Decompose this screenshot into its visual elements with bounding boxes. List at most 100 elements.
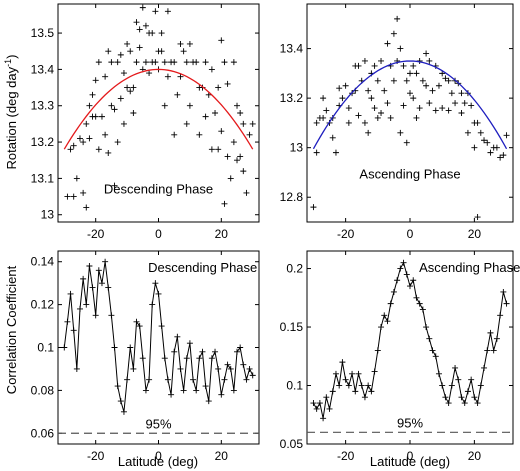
y-tick-label: 13.5 — [31, 26, 55, 40]
data-point — [111, 106, 118, 113]
data-point — [215, 365, 222, 372]
data-point — [130, 110, 137, 116]
x-tick-label: 20 — [468, 227, 482, 241]
data-point — [452, 100, 459, 107]
data-point — [102, 131, 109, 138]
data-point — [365, 129, 372, 136]
data-point — [208, 146, 215, 153]
y-tick-label: 13.2 — [31, 135, 55, 149]
data-point — [89, 91, 96, 98]
data-point — [234, 157, 241, 164]
data-point — [342, 376, 349, 383]
data-point — [158, 48, 165, 55]
y-tick-label: 0.14 — [31, 255, 55, 269]
data-point — [234, 102, 241, 109]
data-point — [400, 259, 407, 266]
data-point — [249, 372, 256, 379]
y-tick-label: 12.8 — [280, 190, 304, 204]
data-point — [368, 388, 375, 395]
data-point — [243, 376, 250, 383]
data-point — [164, 376, 171, 383]
data-point — [171, 348, 178, 355]
data-point — [439, 382, 446, 389]
plot-area — [310, 15, 510, 221]
data-point — [218, 391, 225, 398]
x-tick-label: -20 — [87, 227, 105, 241]
data-point — [484, 347, 491, 354]
data-point — [320, 415, 327, 422]
data-point — [442, 394, 449, 401]
y-tick-label: 13.1 — [31, 171, 55, 185]
data-point — [186, 40, 193, 47]
data-point — [190, 376, 197, 383]
data-point — [397, 45, 404, 52]
data-point — [458, 394, 465, 401]
data-point — [193, 387, 200, 394]
data-point — [142, 387, 149, 394]
phase-annotation: Ascending Phase — [359, 166, 460, 181]
data-point — [73, 175, 80, 182]
data-point — [490, 347, 497, 354]
data-point — [426, 100, 433, 107]
data-point — [149, 301, 156, 308]
data-point — [468, 376, 475, 383]
data-point — [461, 400, 468, 407]
data-point — [73, 365, 80, 372]
data-point — [208, 355, 215, 362]
data-point — [230, 139, 237, 146]
data-point — [224, 80, 231, 87]
data-point — [158, 30, 165, 37]
data-point — [108, 102, 115, 109]
data-point — [230, 387, 237, 394]
data-point — [92, 312, 99, 319]
data-point — [310, 204, 317, 211]
data-point — [426, 57, 433, 64]
data-point — [365, 87, 372, 94]
x-tick-label: -20 — [87, 449, 105, 463]
data-point — [378, 324, 385, 331]
data-point — [487, 329, 494, 336]
data-point — [374, 114, 381, 121]
phase-annotation: Descending Phase — [104, 182, 213, 197]
y-tick-label: 0.1 — [286, 379, 303, 393]
data-point — [445, 107, 452, 114]
data-point — [174, 91, 181, 98]
data-point — [355, 112, 362, 119]
data-point — [407, 70, 413, 77]
data-point — [215, 146, 222, 153]
data-point — [130, 365, 137, 372]
data-point — [183, 355, 190, 362]
x-tick-label: 20 — [215, 449, 229, 463]
data-point — [403, 139, 410, 146]
data-point — [105, 284, 112, 291]
data-point — [416, 105, 423, 112]
y-tick-label: 0.08 — [31, 383, 55, 397]
data-point — [149, 30, 156, 37]
panel-1: -20 0 20 13 13.1 13.2 13.3 13.4 13.5 Descending P… — [31, 3, 260, 241]
data-point — [133, 318, 140, 325]
chart-panels: -20 0 20 13 13.1 13.2 13.3 13.4 13.5 Descending P… — [31, 3, 520, 463]
data-point — [374, 77, 381, 84]
data-point — [136, 44, 143, 51]
data-point — [180, 387, 187, 394]
data-point — [432, 353, 439, 360]
data-point — [186, 102, 193, 109]
data-point — [429, 87, 436, 94]
data-point — [474, 214, 481, 221]
data-point — [221, 200, 228, 207]
fit-curve — [63, 68, 254, 150]
data-point — [218, 37, 225, 44]
data-point — [130, 84, 137, 91]
data-point — [127, 48, 134, 55]
data-point — [83, 301, 90, 308]
data-point — [371, 105, 378, 112]
data-point — [339, 359, 346, 366]
threshold-label: 95% — [145, 416, 171, 431]
data-point — [371, 62, 378, 69]
y-tick-label: 0.05 — [280, 437, 304, 451]
data-point — [410, 277, 417, 284]
data-point — [158, 323, 165, 330]
data-point — [164, 8, 171, 15]
data-point — [105, 149, 112, 156]
data-point — [230, 59, 237, 66]
